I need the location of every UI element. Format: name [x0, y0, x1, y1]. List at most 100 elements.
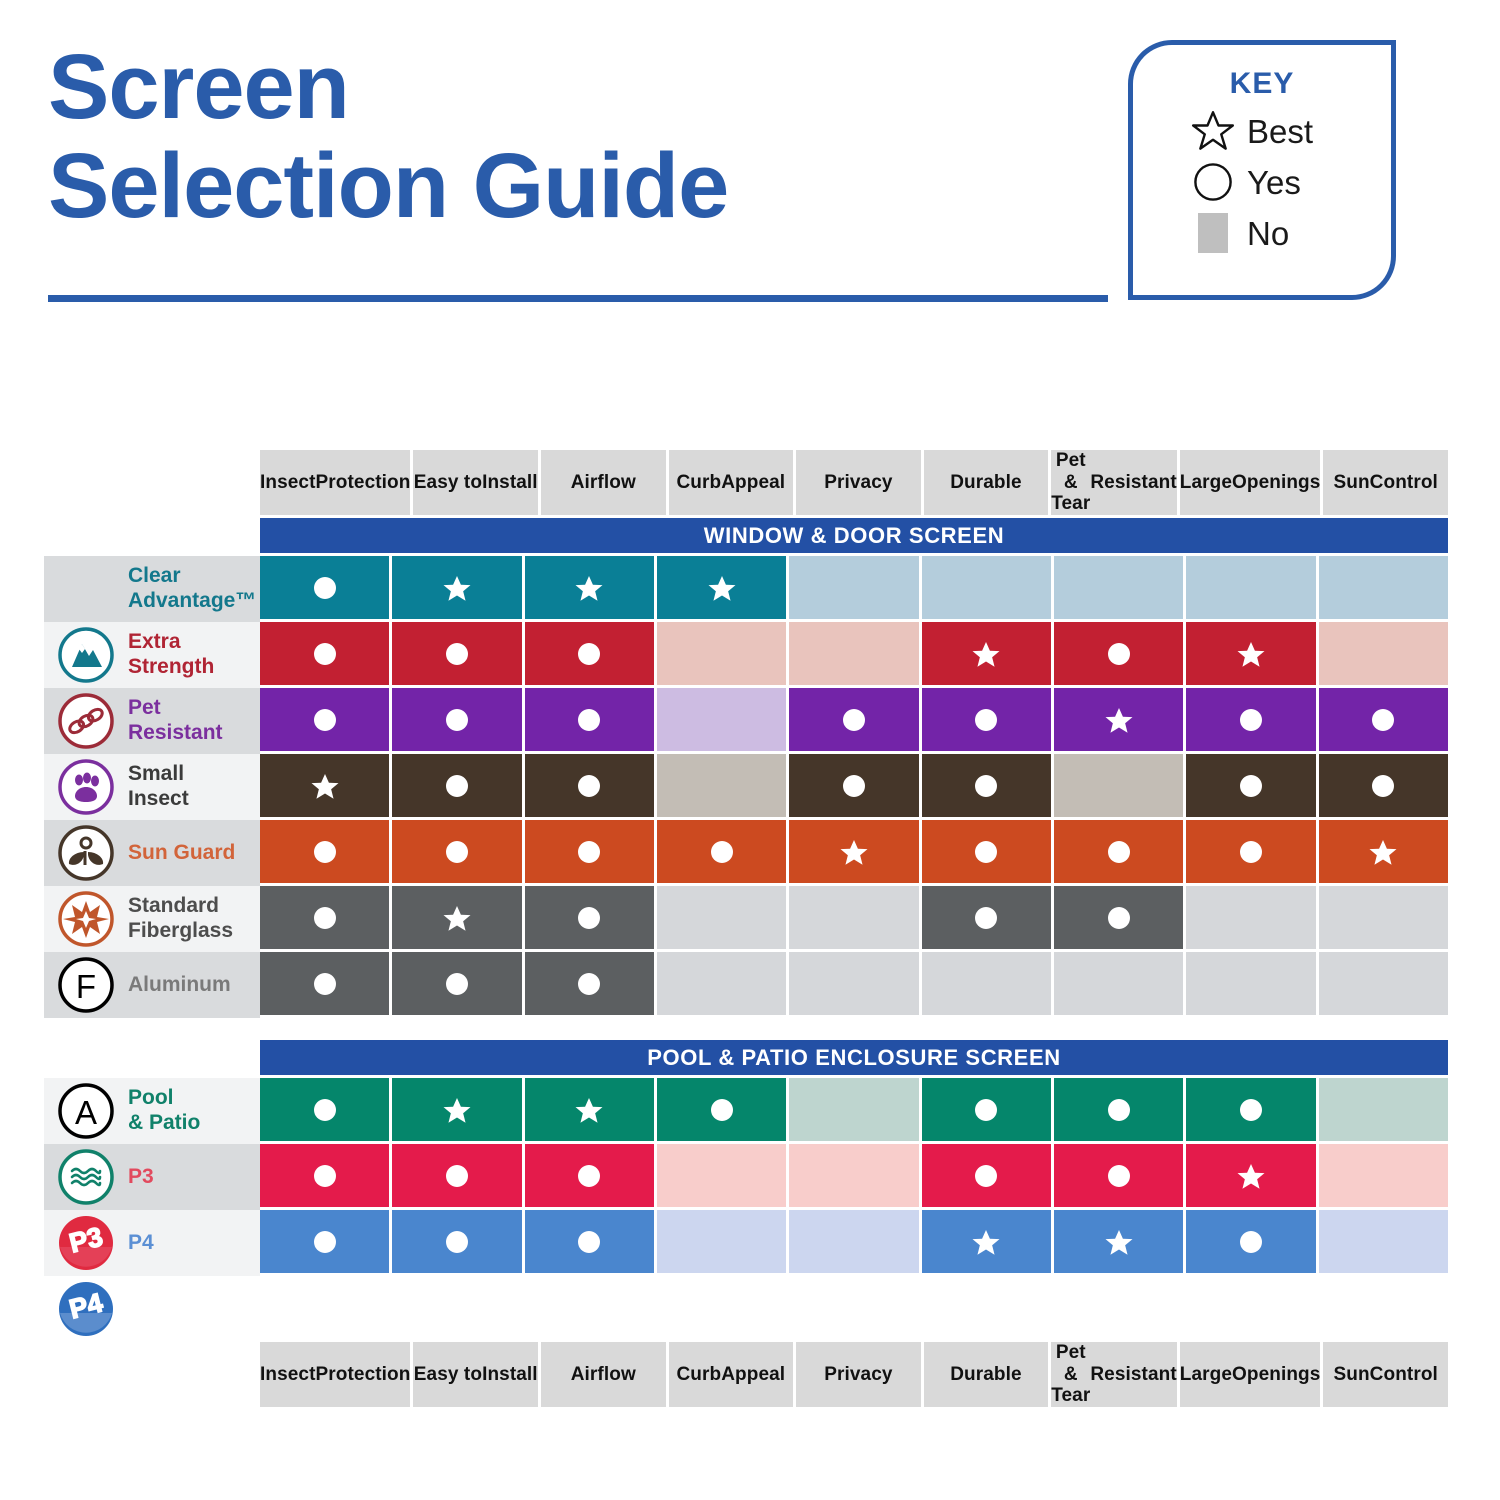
rating-cell	[260, 1210, 393, 1276]
yes-dot-mark	[975, 840, 998, 863]
row-label-text: Pet Resistant	[128, 696, 223, 744]
yes-dot-mark	[710, 1098, 733, 1121]
yes-dot-mark	[445, 1230, 468, 1253]
star-mark	[443, 575, 471, 601]
section-banner-label: POOL & PATIO ENCLOSURE SCREEN	[260, 1040, 1448, 1078]
rating-cell	[524, 1078, 657, 1144]
row-label-cell: Pet Resistant	[44, 688, 260, 754]
yes-dot-mark	[1107, 642, 1130, 665]
column-header-cell: Easy to Install	[413, 450, 542, 518]
row-label-cell: Extra Strength	[44, 622, 260, 688]
table-row: Sun Guard	[44, 820, 1448, 886]
rating-cell	[789, 886, 922, 952]
rating-cell	[392, 688, 525, 754]
rating-cell	[656, 1210, 790, 1276]
yes-dot-mark	[578, 840, 601, 863]
rating-cell	[1053, 820, 1187, 886]
yes-dot-mark	[578, 972, 601, 995]
rating-cell	[656, 1078, 790, 1144]
yes-dot-mark	[445, 774, 468, 797]
column-header-cell: Sun Control	[1323, 450, 1448, 518]
yes-dot-mark	[313, 708, 336, 731]
yes-dot-mark	[313, 1230, 336, 1253]
rating-cell	[524, 1144, 657, 1210]
yes-dot-mark	[313, 840, 336, 863]
p4-badge-icon: P4	[56, 1279, 116, 1339]
rating-cell	[789, 1144, 922, 1210]
star-mark	[972, 641, 1000, 667]
svg-text:F: F	[76, 968, 96, 1005]
yes-dot-mark	[1107, 840, 1130, 863]
rating-cell	[656, 1144, 790, 1210]
row-label-text: Extra Strength	[128, 630, 215, 678]
rating-cell	[1318, 1078, 1448, 1144]
yes-dot-mark	[842, 774, 865, 797]
yes-dot-mark	[445, 642, 468, 665]
table-row: Pet Resistant	[44, 688, 1448, 754]
rating-cell	[392, 886, 525, 952]
rating-cell	[524, 886, 657, 952]
page-header: Screen Selection Guide KEY Best Yes No	[0, 0, 1500, 330]
yes-dot-mark	[1239, 1230, 1262, 1253]
star-mark	[443, 1097, 471, 1123]
column-header-row: Insect Protection Easy to Install Airflow Cur…	[44, 450, 1448, 518]
table-row: Extra Strength	[44, 622, 1448, 688]
rating-cell	[392, 820, 525, 886]
rating-cell	[921, 622, 1054, 688]
rating-cell	[1053, 952, 1187, 1018]
rating-cell	[524, 754, 657, 820]
rating-cell	[656, 952, 790, 1018]
footer-column-header-cell: Pet & Tear Resistant	[1051, 1342, 1180, 1410]
spacer-cell	[392, 1276, 524, 1342]
title-underline-rule	[48, 295, 1108, 302]
yes-dot-mark	[1107, 1164, 1130, 1187]
yes-dot-mark	[313, 642, 336, 665]
yes-dot-mark	[1239, 708, 1262, 731]
star-mark	[575, 1097, 603, 1123]
row-label-text: Pool & Patio	[128, 1086, 201, 1134]
table-row: P3	[44, 1144, 1448, 1210]
row-label-text: Small Insect	[128, 762, 189, 810]
section-banner-row: POOL & PATIO ENCLOSURE SCREEN	[44, 1040, 1448, 1078]
column-header-cell: Large Openings	[1179, 450, 1324, 518]
column-header-cell: Durable	[923, 450, 1052, 518]
footer-column-header-cell: Airflow	[541, 1342, 669, 1410]
rating-cell	[392, 754, 525, 820]
yes-dot-mark	[313, 576, 336, 599]
rating-cell	[656, 754, 790, 820]
rating-cell	[921, 1210, 1054, 1276]
footer-column-header-row: Insect Protection Easy to Install Airflow Cur…	[44, 1342, 1448, 1410]
rating-cell	[392, 622, 525, 688]
star-mark	[1237, 641, 1265, 667]
rating-cell	[1318, 754, 1448, 820]
rating-cell	[1053, 556, 1187, 622]
section-banner-row: WINDOW & DOOR SCREEN	[44, 518, 1448, 556]
rating-cell	[392, 556, 525, 622]
star-mark	[972, 1229, 1000, 1255]
footer-column-header-corner	[44, 1342, 260, 1410]
letter-f-icon: F	[56, 955, 116, 1015]
key-legend-label-yes: Yes	[1247, 163, 1301, 201]
yes-dot-mark	[1372, 774, 1395, 797]
rating-cell	[1186, 1210, 1319, 1276]
rating-cell	[1186, 820, 1319, 886]
yes-dot-mark	[975, 1098, 998, 1121]
star-mark	[1369, 839, 1397, 865]
rating-cell	[260, 688, 393, 754]
rating-cell	[656, 820, 790, 886]
rating-cell	[1053, 1078, 1187, 1144]
rating-cell	[789, 1210, 922, 1276]
rating-cell	[656, 556, 790, 622]
rating-cell	[1053, 1210, 1187, 1276]
row-label-text: P4	[128, 1230, 154, 1254]
spacer-cell	[1316, 1276, 1448, 1342]
table-row	[44, 1276, 1448, 1342]
yes-dot-mark	[578, 1230, 601, 1253]
rating-cell	[524, 688, 657, 754]
row-label-text: Standard Fiberglass	[128, 894, 234, 942]
rating-cell	[392, 1210, 525, 1276]
star-mark	[1105, 1229, 1133, 1255]
key-legend-label-best: Best	[1247, 112, 1314, 150]
rating-cell	[1318, 952, 1448, 1018]
rating-cell	[260, 886, 393, 952]
